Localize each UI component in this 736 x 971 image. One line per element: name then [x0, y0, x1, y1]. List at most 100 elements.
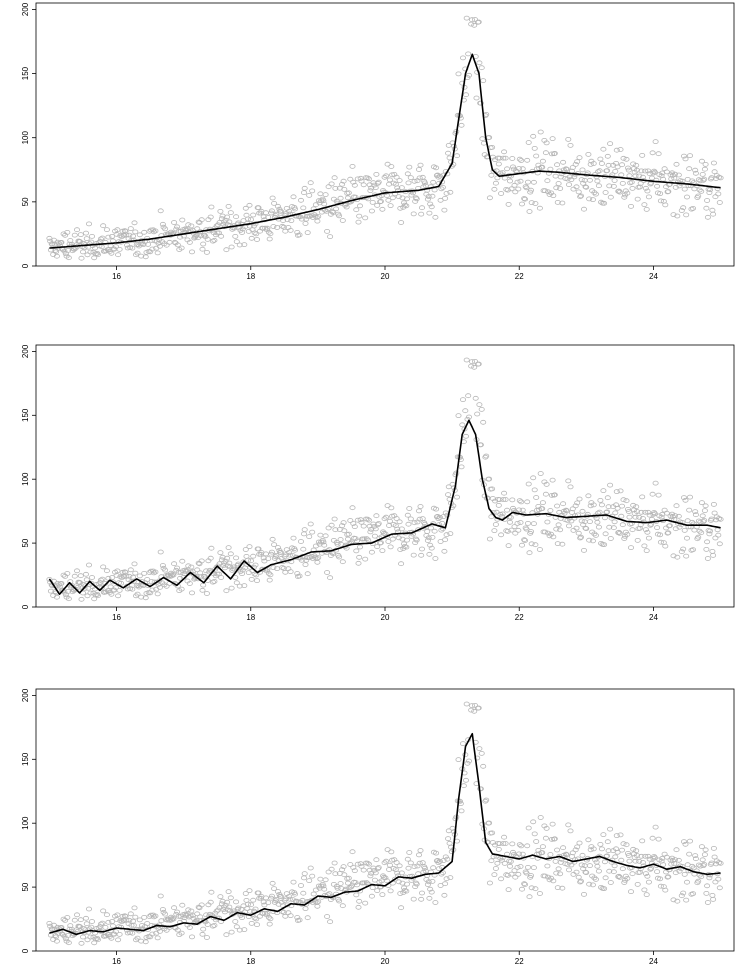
data-point [642, 527, 649, 532]
data-point [585, 151, 592, 157]
data-point [53, 253, 60, 259]
data-point [171, 220, 178, 225]
data-point [267, 231, 274, 237]
data-point [209, 238, 216, 244]
data-point [551, 836, 558, 842]
data-point [171, 239, 178, 245]
data-point [268, 893, 275, 899]
data-point [277, 550, 284, 555]
data-point [352, 536, 359, 541]
data-point [445, 492, 452, 498]
data-point [368, 526, 375, 532]
data-point [421, 865, 428, 871]
data-point [383, 514, 390, 520]
data-point [246, 544, 253, 549]
data-point [223, 247, 230, 253]
data-point [242, 891, 249, 896]
data-point [626, 173, 633, 179]
data-point [418, 896, 425, 902]
data-point [572, 847, 579, 853]
data-point [486, 195, 493, 201]
data-point [64, 571, 71, 576]
data-point [340, 178, 347, 184]
data-point [270, 224, 277, 229]
data-point [241, 927, 248, 932]
data-point [480, 78, 487, 83]
data-point [544, 178, 551, 184]
y-tick-label: 0 [21, 948, 30, 953]
data-point [261, 558, 268, 564]
data-point [537, 815, 544, 820]
data-point [572, 503, 579, 509]
data-point [383, 878, 390, 884]
data-point [620, 497, 627, 503]
data-point [589, 538, 596, 544]
data-point [565, 822, 572, 828]
data-point [157, 893, 164, 899]
data-point [489, 144, 496, 150]
data-point [516, 156, 523, 162]
data-point [403, 203, 410, 209]
data-point [646, 512, 653, 518]
data-point [339, 903, 346, 909]
data-point [394, 870, 401, 876]
data-point [102, 925, 109, 930]
data-point [616, 875, 623, 880]
data-point [207, 214, 214, 220]
data-point [242, 205, 249, 211]
data-point [127, 226, 134, 232]
data-point [632, 173, 639, 179]
data-point [368, 549, 375, 555]
data-point [486, 135, 493, 140]
data-point [657, 532, 664, 538]
data-point [80, 934, 87, 940]
data-point [560, 501, 567, 507]
data-point [490, 168, 497, 174]
data-point [634, 538, 641, 543]
data-point [309, 873, 316, 879]
data-point [522, 882, 529, 887]
data-point [444, 856, 451, 862]
data-point [509, 841, 516, 847]
data-point [142, 254, 149, 260]
data-point [267, 916, 274, 922]
data-point [518, 158, 525, 163]
data-point [320, 198, 327, 204]
data-point [241, 242, 248, 248]
data-point [131, 905, 138, 911]
data-point [403, 537, 410, 543]
data-point [607, 194, 614, 200]
data-point [341, 872, 348, 878]
data-point [598, 885, 605, 890]
data-point [597, 842, 604, 847]
data-point [642, 168, 649, 174]
data-point [362, 900, 369, 906]
data-point [185, 907, 192, 913]
data-point [321, 886, 328, 892]
data-point [476, 746, 483, 751]
data-point [291, 206, 298, 212]
data-point [655, 151, 662, 157]
data-point [99, 576, 106, 582]
data-point [589, 197, 596, 203]
data-point [499, 170, 506, 176]
data-point [657, 198, 664, 204]
data-point [539, 500, 546, 506]
x-tick-label: 18 [246, 272, 255, 281]
data-point [418, 546, 425, 552]
data-point [698, 530, 705, 536]
data-point [568, 862, 575, 868]
data-point [525, 865, 532, 870]
data-point [590, 846, 597, 852]
data-point [395, 879, 402, 885]
data-point [136, 232, 143, 238]
data-point [446, 155, 453, 161]
data-point [389, 195, 396, 201]
data-point [417, 162, 424, 168]
data-point [426, 210, 433, 216]
data-point [607, 880, 614, 885]
data-point [708, 175, 715, 181]
data-point [634, 509, 641, 514]
data-point [266, 577, 273, 583]
data-point [586, 881, 593, 887]
